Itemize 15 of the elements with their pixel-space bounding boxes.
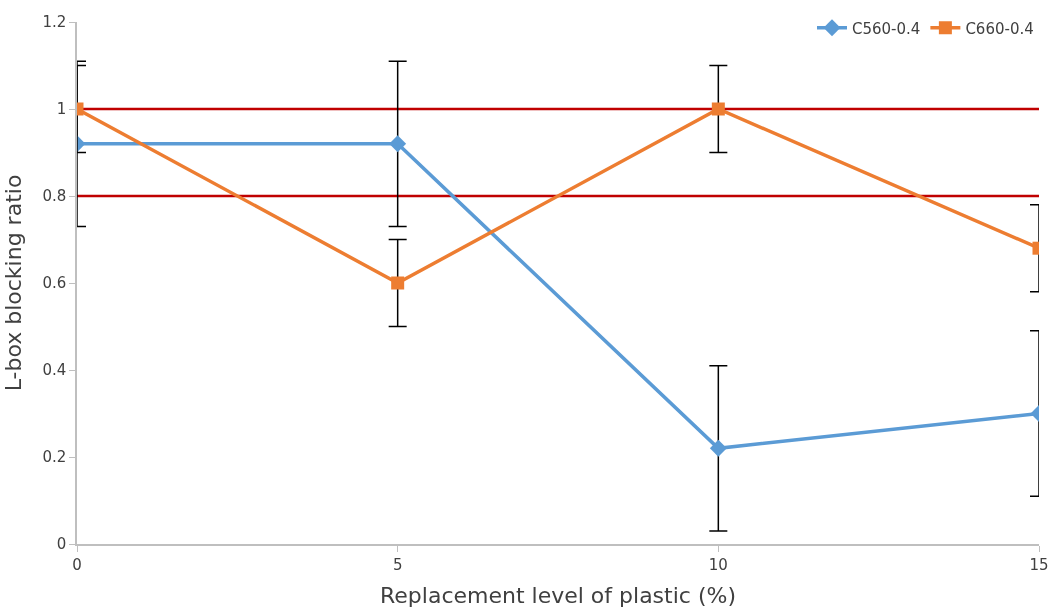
y-tick-label: 0.2 xyxy=(42,448,67,467)
x-tick-label: 5 xyxy=(392,555,403,574)
legend-label: C660-0.4 xyxy=(965,19,1034,38)
x-tick-label: 0 xyxy=(72,555,82,574)
legend-label: C560-0.4 xyxy=(852,19,921,38)
y-tick-label: 0 xyxy=(56,535,67,554)
y-tick-label: 1 xyxy=(56,100,67,119)
y-tick-label: 1.2 xyxy=(42,13,67,32)
x-tick-label: 10 xyxy=(708,555,728,574)
y-axis-title: L-box blocking ratio xyxy=(0,174,26,392)
x-axis-title: Replacement level of plastic (%) xyxy=(380,583,736,609)
y-tick-label: 0.6 xyxy=(42,274,67,293)
x-tick-label: 15 xyxy=(1029,555,1049,574)
y-tick-label: 0.8 xyxy=(42,187,67,206)
y-tick-label: 0.4 xyxy=(42,361,67,380)
